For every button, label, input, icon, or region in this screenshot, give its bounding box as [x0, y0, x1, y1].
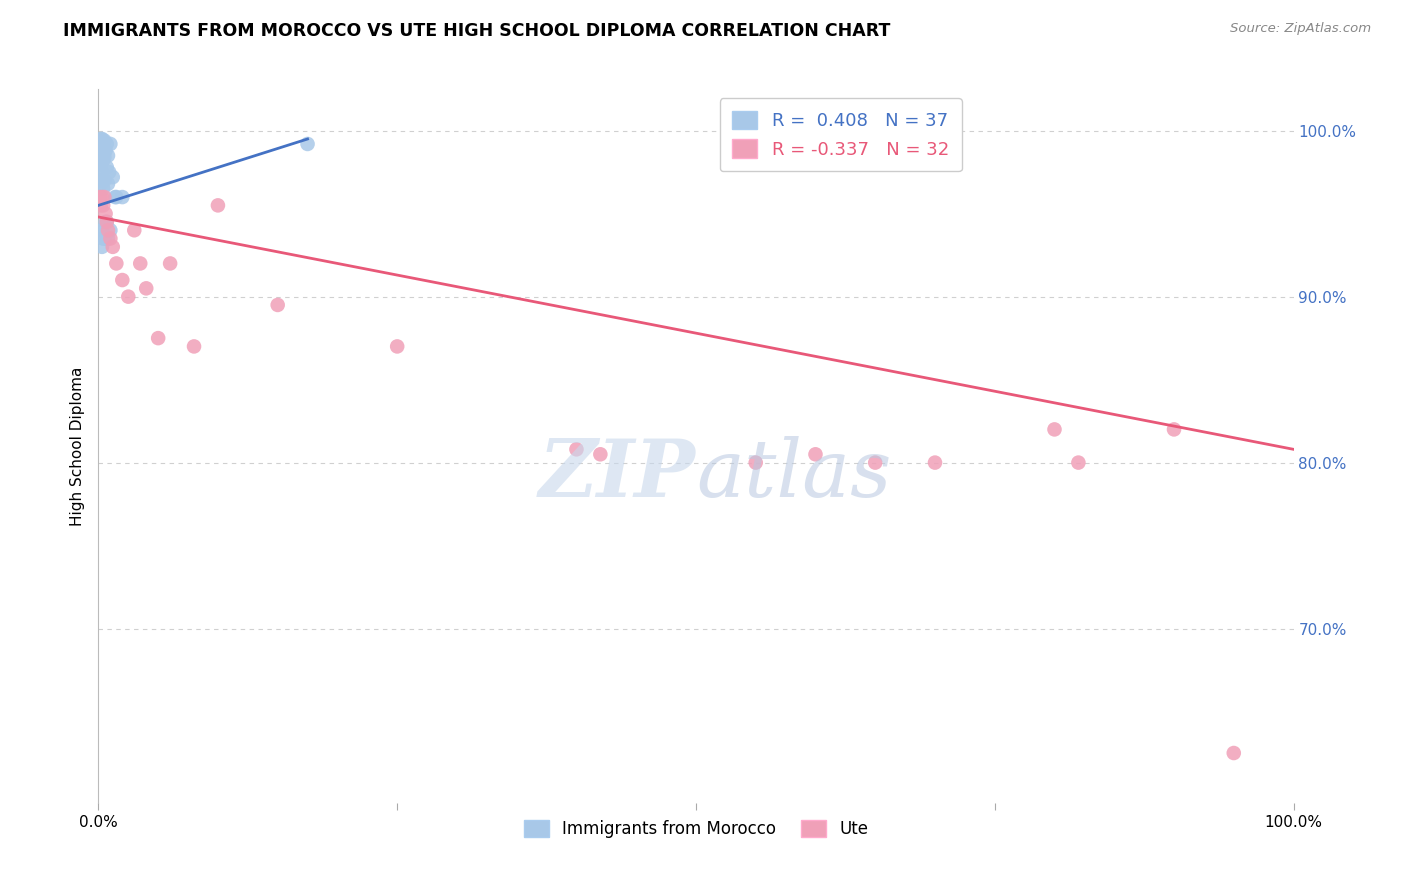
Point [97, 231, 120, 245]
Point [89, 173, 111, 187]
Text: ZIP: ZIP [538, 436, 696, 513]
Point [91, 153, 114, 168]
Point [267, 298, 290, 312]
Point [1067, 456, 1090, 470]
Point [93, 231, 115, 245]
Point [98, 223, 122, 237]
Point [93, 134, 115, 148]
Point [91, 182, 114, 196]
Point [96, 215, 118, 229]
Point [135, 281, 157, 295]
Point [124, 223, 146, 237]
Point [111, 273, 134, 287]
Point [90, 198, 112, 212]
Point [924, 456, 946, 470]
Point [91, 190, 114, 204]
Point [91, 240, 114, 254]
Point [91, 165, 114, 179]
Point [589, 447, 612, 461]
Point [159, 256, 181, 270]
Point [104, 190, 127, 204]
Point [90, 144, 112, 158]
Point [865, 456, 887, 470]
Point [96, 136, 118, 151]
Point [91, 198, 114, 212]
Point [93, 190, 115, 204]
Point [97, 177, 120, 191]
Point [105, 190, 128, 204]
Point [117, 290, 139, 304]
Point [1043, 422, 1066, 436]
Point [745, 456, 768, 470]
Point [297, 136, 319, 151]
Point [98, 165, 121, 179]
Point [129, 256, 152, 270]
Y-axis label: High School Diploma: High School Diploma [70, 367, 86, 525]
Point [207, 198, 229, 212]
Point [101, 240, 124, 254]
Point [90, 177, 112, 191]
Point [90, 132, 112, 146]
Text: IMMIGRANTS FROM MOROCCO VS UTE HIGH SCHOOL DIPLOMA CORRELATION CHART: IMMIGRANTS FROM MOROCCO VS UTE HIGH SCHO… [63, 22, 890, 40]
Point [93, 173, 115, 187]
Point [91, 223, 114, 237]
Point [94, 144, 117, 158]
Point [105, 256, 128, 270]
Point [1163, 422, 1185, 436]
Point [111, 190, 134, 204]
Point [91, 231, 114, 245]
Point [98, 231, 122, 245]
Point [89, 157, 111, 171]
Point [90, 223, 112, 237]
Point [91, 136, 114, 151]
Point [97, 148, 120, 162]
Point [101, 170, 124, 185]
Point [91, 132, 114, 146]
Text: Source: ZipAtlas.com: Source: ZipAtlas.com [1230, 22, 1371, 36]
Point [96, 160, 118, 174]
Point [94, 207, 117, 221]
Point [89, 140, 111, 154]
Point [97, 223, 120, 237]
Point [89, 190, 111, 204]
Point [91, 148, 114, 162]
Point [94, 215, 117, 229]
Point [565, 442, 588, 457]
Point [385, 339, 409, 353]
Point [90, 160, 112, 174]
Point [93, 150, 115, 164]
Legend: Immigrants from Morocco, Ute: Immigrants from Morocco, Ute [517, 813, 875, 845]
Point [96, 215, 118, 229]
Point [98, 136, 122, 151]
Point [183, 339, 205, 353]
Point [804, 447, 827, 461]
Point [148, 331, 170, 345]
Text: atlas: atlas [696, 436, 891, 513]
Point [1223, 746, 1246, 760]
